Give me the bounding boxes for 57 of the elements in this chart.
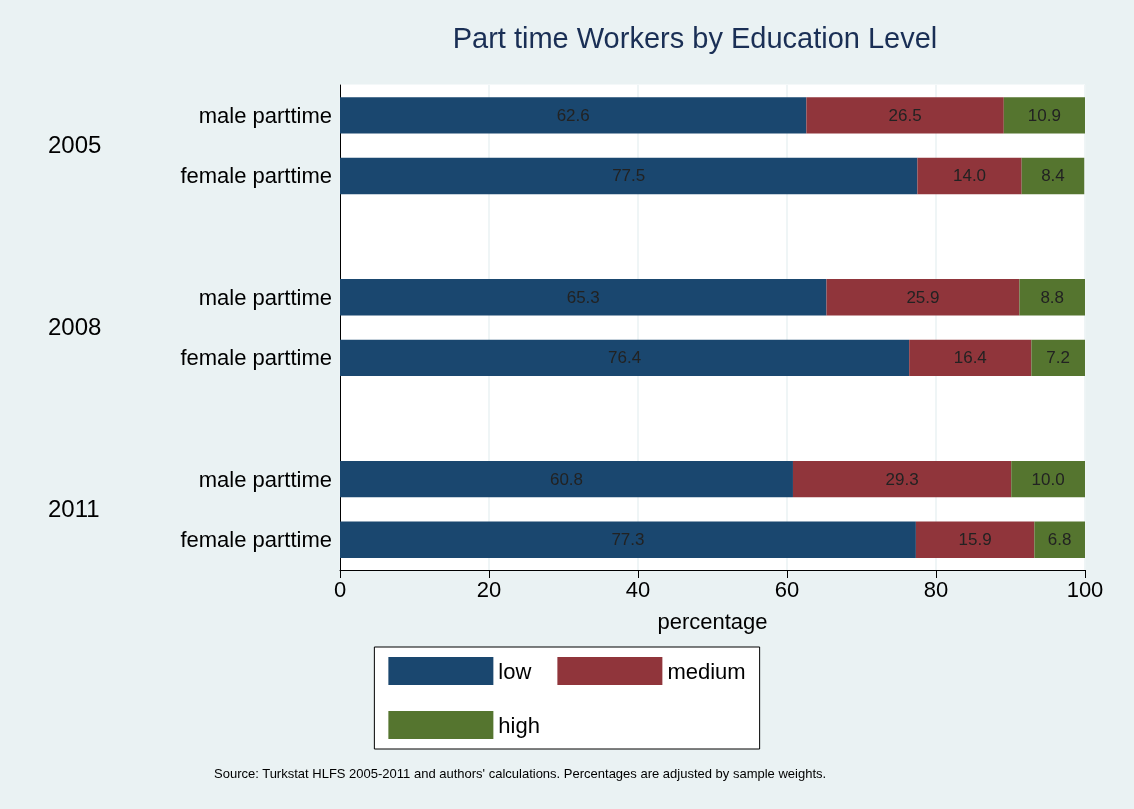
bar	[1003, 97, 1085, 134]
data-label: 10.0	[1031, 469, 1065, 489]
data-label: 8.4	[1041, 166, 1065, 186]
legend-label: high	[498, 712, 540, 738]
data-label: 10.9	[1027, 105, 1061, 125]
bar	[340, 521, 916, 558]
data-label: 77.3	[611, 530, 645, 550]
bar	[340, 97, 807, 134]
bar	[1019, 279, 1085, 316]
text: 2005	[48, 131, 102, 159]
data-label: 62.6	[556, 105, 590, 125]
bar	[1034, 521, 1085, 558]
bar	[915, 521, 1035, 558]
bar	[806, 97, 1004, 134]
data-label: 29.3	[885, 469, 919, 489]
data-label: 26.5	[888, 105, 922, 125]
bar	[917, 157, 1022, 195]
source-note: Source: Turkstat HLFS 2005-2011 and authors' calculations. Percentages are adjusted by sample weights.	[214, 766, 827, 781]
x-tick-label: 60	[774, 576, 800, 602]
data-label: 60.8	[549, 469, 584, 489]
data-label: 25.9	[906, 287, 940, 307]
data-label: 15.9	[958, 530, 992, 550]
y-tick-label: female parttime	[180, 527, 332, 553]
data-label: 14.0	[952, 166, 987, 186]
x-tick-label: 80	[923, 576, 949, 602]
legend-label: medium	[667, 658, 746, 684]
x-tick-label: 20	[476, 576, 502, 602]
legend-label: low	[498, 658, 532, 684]
data-label: 77.5	[612, 166, 646, 186]
bar	[340, 157, 918, 195]
y-tick-label: female parttime	[180, 345, 332, 371]
bar	[909, 339, 1032, 376]
y-tick-label: male parttime	[198, 102, 332, 128]
bar	[340, 339, 910, 376]
x-tick-label: 0	[333, 576, 347, 602]
x-tick-label: 40	[625, 576, 651, 602]
bar	[1031, 339, 1085, 376]
data-label: 8.8	[1040, 287, 1065, 307]
chart-title: Part time Workers by Education Level	[452, 21, 938, 54]
bar	[792, 460, 1012, 498]
data-label: 7.2	[1046, 348, 1070, 368]
x-tick-label: 100	[1066, 576, 1104, 602]
text: 2011	[48, 494, 100, 522]
data-label: 6.8	[1047, 530, 1072, 550]
y-tick-label: female parttime	[180, 163, 332, 189]
data-label: 16.4	[953, 348, 987, 368]
text: 2008	[48, 313, 102, 340]
y-tick-label: male parttime	[198, 466, 332, 492]
bar	[826, 279, 1020, 316]
bar	[1021, 157, 1085, 195]
bar	[340, 279, 827, 316]
y-tick-label: male parttime	[198, 284, 332, 310]
data-label: 76.4	[608, 348, 642, 368]
bar	[340, 460, 793, 498]
x-axis-title: percentage	[657, 608, 768, 634]
bar	[1011, 460, 1085, 498]
data-label: 65.3	[566, 287, 600, 307]
